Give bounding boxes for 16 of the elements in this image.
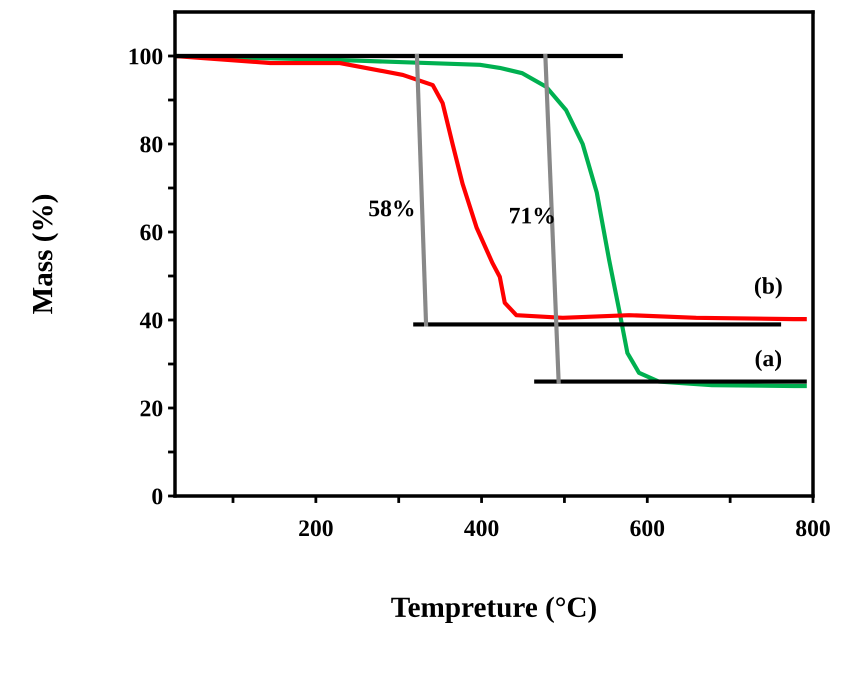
y-axis-title: Mass (%) (32, 194, 58, 314)
x-tick-label: 200 (299, 520, 333, 536)
x-axis-title: Tempreture (°C) (391, 596, 596, 624)
y-tick-label: 100 (130, 48, 162, 64)
annotation: (b) (754, 277, 782, 299)
y-tick-label: 40 (140, 312, 162, 328)
y-tick-label: 80 (140, 136, 162, 152)
x-tick-label: 800 (796, 520, 830, 536)
x-tick-label: 400 (464, 520, 498, 536)
x-tick-label: 600 (630, 520, 664, 536)
annotation: (a) (756, 350, 782, 372)
annotation: 58% (369, 200, 414, 216)
y-tick-label: 0 (152, 488, 162, 504)
y-tick-label: 20 (140, 400, 162, 416)
y-tick-label: 60 (140, 224, 162, 240)
annotation: 71% (510, 208, 554, 224)
